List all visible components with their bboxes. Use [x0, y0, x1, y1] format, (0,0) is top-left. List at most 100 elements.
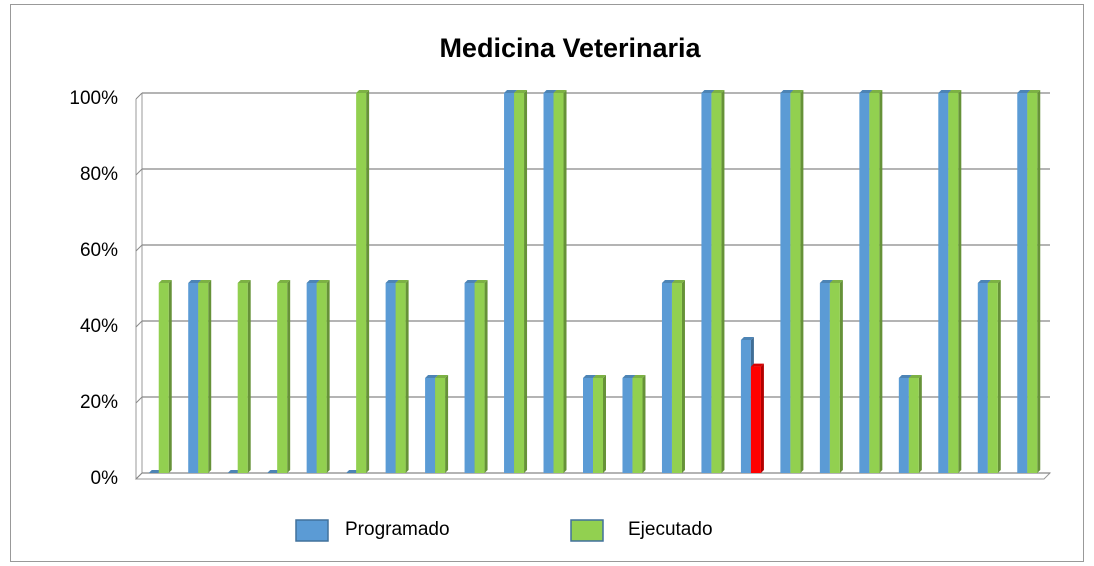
bar-side — [642, 375, 646, 473]
bar — [474, 283, 485, 473]
bar-top — [504, 90, 518, 93]
bar-top — [435, 375, 449, 378]
bar-top — [395, 280, 409, 283]
bar — [671, 283, 682, 473]
bar-top — [1027, 90, 1041, 93]
bar-top — [661, 280, 675, 283]
bar — [435, 378, 446, 473]
grid-line-side — [135, 396, 143, 404]
bar-top — [543, 90, 557, 93]
bar — [425, 378, 436, 473]
bar — [1017, 93, 1028, 473]
bar — [740, 340, 751, 473]
bar-side — [168, 280, 172, 473]
grid-line-side — [135, 472, 143, 480]
bar — [514, 93, 525, 473]
bar-top — [977, 280, 991, 283]
bar-side — [681, 280, 685, 473]
bar-top — [148, 470, 162, 473]
bar-top — [740, 337, 754, 340]
bar — [158, 283, 169, 473]
bar — [198, 283, 209, 473]
bar — [1027, 93, 1038, 473]
bar-top — [622, 375, 636, 378]
grid-line-side — [135, 92, 143, 100]
bar — [593, 378, 603, 473]
bar-top — [632, 375, 646, 378]
bar-top — [385, 280, 399, 283]
y-tick-label: 0% — [91, 468, 119, 489]
bar-side — [326, 280, 330, 473]
bar-top — [514, 90, 528, 93]
bar — [632, 378, 643, 473]
bar-side — [563, 90, 567, 473]
bar-top — [1017, 90, 1031, 93]
bar-top — [898, 375, 912, 378]
bar — [464, 283, 475, 473]
bar-top — [829, 280, 843, 283]
bar-top — [227, 470, 241, 473]
bar — [306, 283, 317, 473]
bar — [711, 93, 722, 473]
legend-label: Programado — [345, 519, 450, 540]
y-tick-label: 20% — [80, 392, 118, 413]
y-tick-label: 100% — [69, 88, 118, 109]
bar-top — [790, 90, 804, 93]
bar-top — [711, 90, 725, 93]
bar — [395, 283, 406, 473]
bar — [948, 93, 959, 473]
bar — [750, 366, 761, 473]
bar — [790, 93, 801, 473]
bar — [543, 93, 554, 473]
bar-top — [346, 470, 360, 473]
bar — [188, 283, 199, 473]
bar-top — [859, 90, 873, 93]
bar-side — [839, 280, 843, 473]
bar-side — [208, 280, 212, 473]
bar — [859, 93, 870, 473]
bar — [237, 283, 248, 473]
bar-top — [987, 280, 1001, 283]
bar — [819, 283, 830, 473]
bar-top — [583, 375, 596, 378]
bar-side — [1037, 90, 1041, 473]
bar-top — [198, 280, 212, 283]
bar — [661, 283, 672, 473]
bar — [908, 378, 919, 473]
bar-top — [237, 280, 251, 283]
bar-side — [918, 375, 922, 473]
bar-side — [445, 375, 449, 473]
bar-side — [405, 280, 409, 473]
bar-side — [287, 280, 291, 473]
bar — [583, 378, 593, 473]
bar-side — [879, 90, 883, 473]
bar — [829, 283, 840, 473]
bar-side — [997, 280, 1001, 473]
bar-top — [750, 363, 764, 367]
bar-top — [593, 375, 606, 378]
bar-top — [316, 280, 330, 283]
bar — [504, 93, 515, 473]
bar-top — [553, 90, 567, 93]
bar — [869, 93, 880, 473]
y-tick-label: 80% — [80, 164, 118, 185]
bar — [938, 93, 949, 473]
grid-line-side — [135, 244, 143, 252]
bar — [780, 93, 791, 473]
bar-top — [277, 280, 291, 283]
bar-top — [158, 280, 172, 283]
legend-label: Ejecutado — [628, 519, 713, 540]
bar-top — [671, 280, 685, 283]
bar-side — [484, 280, 488, 473]
bar-side — [721, 90, 725, 473]
bar — [553, 93, 564, 473]
bar — [987, 283, 998, 473]
bar — [622, 378, 633, 473]
bar-top — [464, 280, 478, 283]
floor — [134, 472, 1052, 480]
y-tick-label: 60% — [80, 240, 118, 261]
bar-side — [366, 90, 370, 473]
bar-top — [306, 280, 320, 283]
bar-top — [819, 280, 833, 283]
bar — [898, 378, 909, 473]
